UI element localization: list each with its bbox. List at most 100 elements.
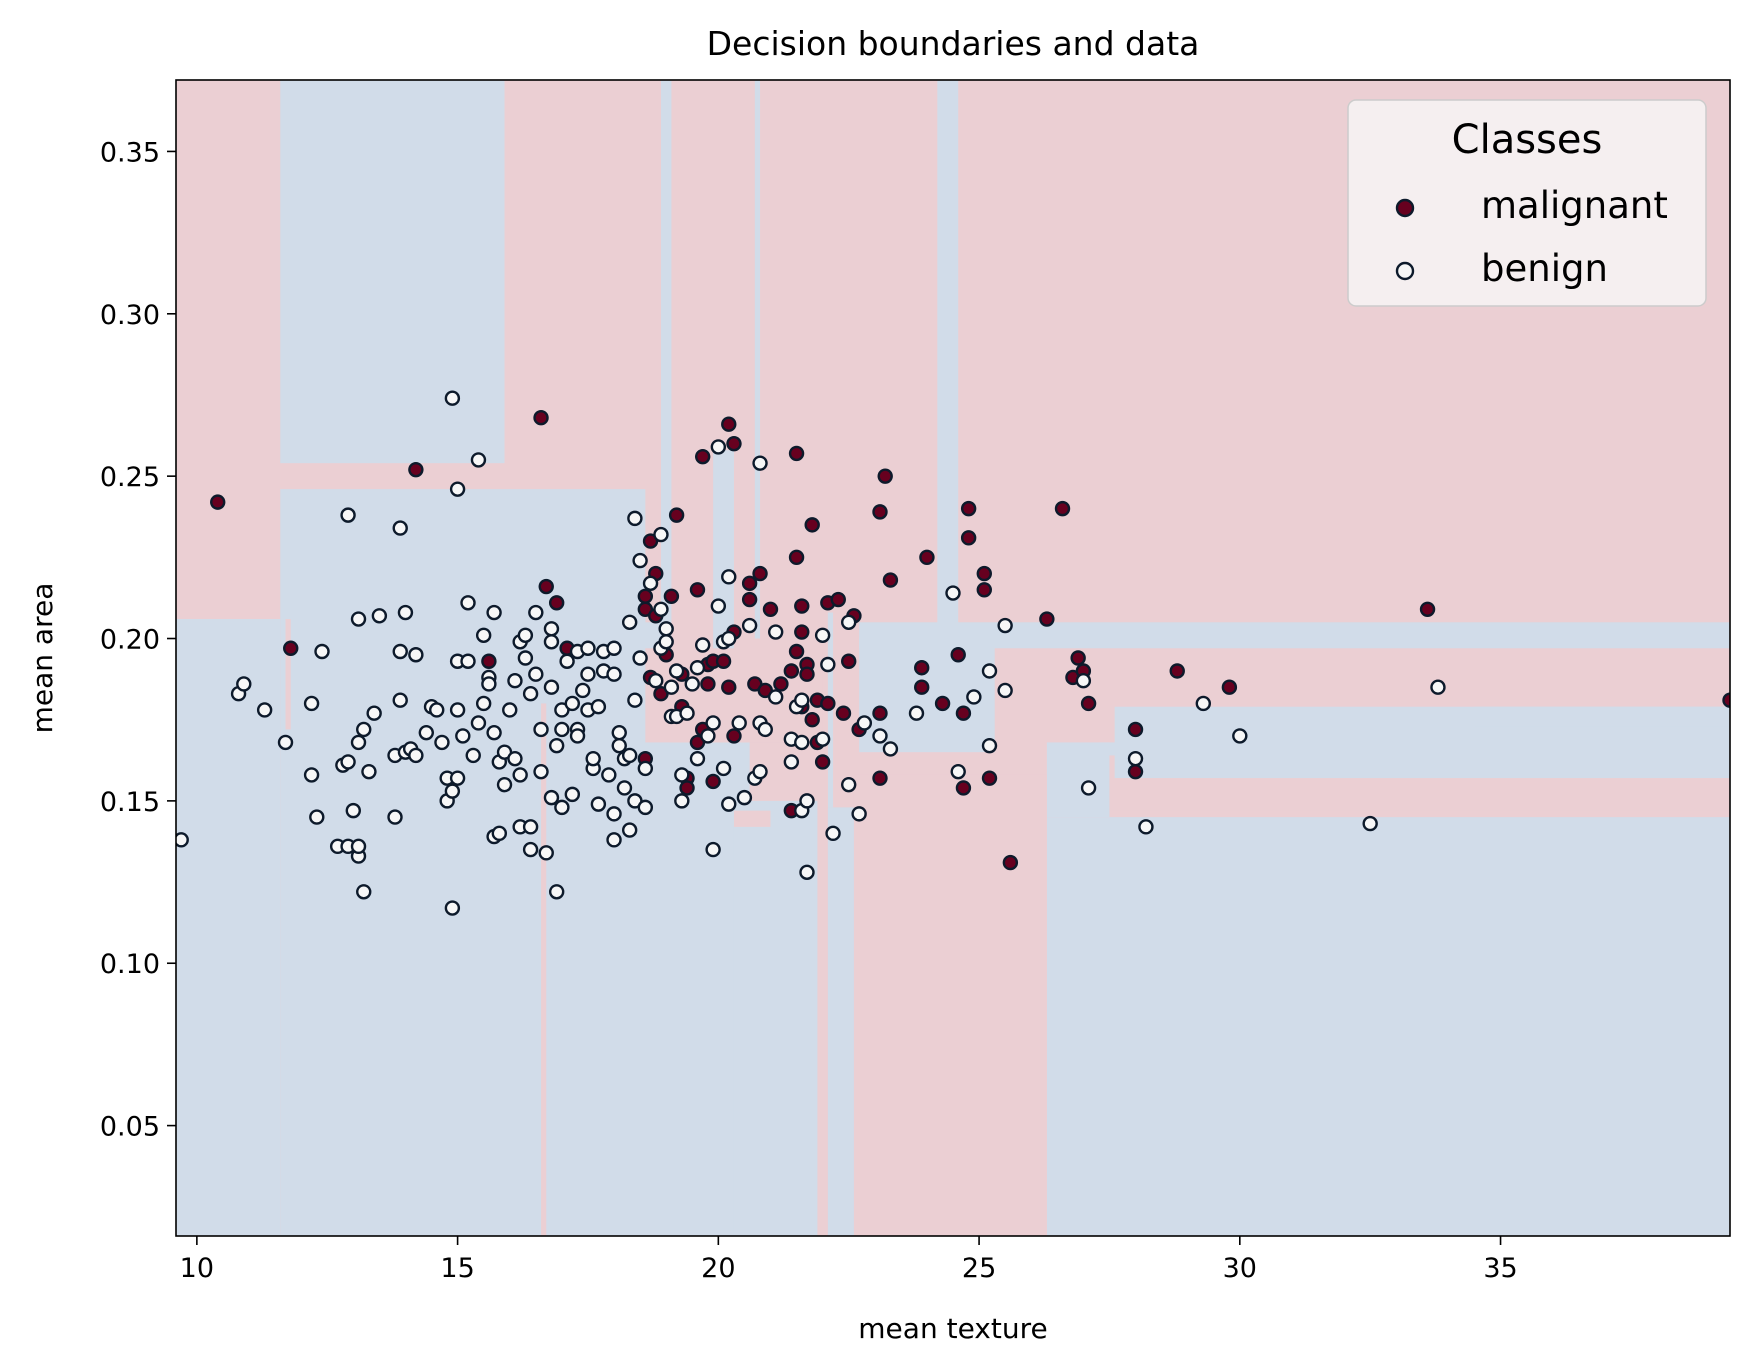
benign-point-154	[741, 617, 758, 634]
malignant-point-36	[741, 591, 758, 608]
benign-point-51	[470, 452, 487, 468]
malignant-point-91	[1419, 601, 1436, 617]
benign-point-54	[475, 695, 492, 712]
benign-point-15	[345, 802, 362, 819]
benign-point-138	[684, 676, 700, 692]
x-tick-label-0: 10	[180, 1253, 214, 1284]
y-tick-label-6: 0.35	[100, 137, 160, 168]
x-tick-label-5: 35	[1483, 1253, 1517, 1284]
chart-title: Decision boundaries and data	[707, 24, 1200, 63]
benign-point-18	[350, 838, 367, 855]
benign-point-48	[460, 653, 476, 669]
benign-point-122	[637, 799, 654, 816]
benign-point-57	[486, 724, 502, 741]
benign-point-114	[621, 822, 638, 838]
benign-point-193	[1232, 728, 1248, 744]
benign-point-63	[496, 776, 513, 793]
benign-point-155	[752, 455, 768, 471]
benign-point-81	[543, 679, 560, 695]
benign-point-143	[705, 715, 721, 731]
malignant-point-10	[637, 588, 654, 605]
benign-point-41	[444, 783, 461, 799]
benign-region-14	[1046, 817, 1730, 1236]
benign-point-72	[522, 686, 539, 702]
decision-regions	[176, 80, 1730, 1236]
malignant-point-66	[877, 468, 893, 484]
benign-point-174	[841, 776, 857, 793]
benign-point-184	[981, 737, 998, 754]
malignant-point-47	[794, 598, 810, 614]
malignant-point-41	[762, 601, 779, 617]
benign-point-172	[820, 656, 836, 673]
benign-region-13	[937, 80, 959, 639]
malignant-point-6	[548, 595, 565, 611]
benign-point-141	[694, 637, 711, 653]
benign-point-53	[475, 627, 492, 643]
benign-point-120	[632, 650, 648, 666]
benign-point-27	[392, 643, 408, 660]
benign-region-2	[176, 619, 281, 1236]
benign-point-30	[397, 604, 414, 621]
malignant-point-53	[804, 711, 820, 728]
benign-point-42	[444, 900, 461, 916]
benign-point-129	[658, 621, 674, 637]
benign-region-6	[660, 80, 672, 743]
legend-marker-malignant	[1395, 198, 1415, 218]
malignant-point-59	[835, 705, 852, 721]
malignant-point-3	[481, 653, 497, 669]
benign-point-26	[392, 520, 408, 536]
benign-point-118	[621, 614, 638, 630]
benign-point-123	[637, 760, 654, 777]
benign-point-177	[856, 715, 873, 731]
benign-point-40	[444, 390, 461, 406]
benign-point-107	[606, 666, 622, 682]
malignant-region-22	[853, 774, 1047, 1236]
y-tick-label-0: 0.05	[100, 1112, 160, 1143]
malignant-point-56	[814, 754, 831, 770]
benign-point-153	[736, 789, 753, 806]
malignant-point-52	[804, 517, 820, 533]
benign-point-4	[277, 734, 294, 751]
benign-point-195	[1430, 679, 1446, 695]
malignant-point-1	[283, 640, 299, 656]
benign-point-12	[340, 754, 356, 770]
benign-point-139	[689, 660, 706, 676]
benign-point-21	[361, 763, 377, 780]
benign-point-149	[721, 569, 737, 585]
benign-point-100	[585, 750, 601, 767]
malignant-point-77	[976, 565, 992, 582]
benign-point-169	[799, 864, 815, 881]
benign-point-176	[851, 806, 867, 822]
legend-box	[1347, 99, 1707, 307]
malignant-point-17	[663, 588, 680, 605]
benign-point-178	[872, 728, 888, 744]
malignant-point-69	[919, 549, 935, 566]
benign-point-160	[767, 689, 784, 705]
benign-point-88	[554, 721, 570, 738]
benign-point-179	[882, 741, 899, 757]
benign-region-7	[754, 80, 761, 639]
benign-point-159	[757, 721, 773, 738]
malignant-point-68	[914, 660, 930, 676]
malignant-point-43	[783, 663, 800, 679]
malignant-point-58	[830, 591, 846, 608]
benign-point-2	[236, 676, 252, 692]
benign-point-74	[522, 819, 539, 835]
malignant-point-32	[726, 435, 742, 452]
benign-point-47	[455, 728, 471, 744]
benign-point-66	[507, 750, 523, 767]
benign-point-32	[408, 647, 424, 663]
benign-point-78	[533, 721, 549, 738]
malignant-point-87	[1127, 721, 1144, 738]
benign-point-8	[314, 643, 330, 660]
plot-frame	[175, 79, 1731, 1237]
benign-point-46	[449, 770, 466, 786]
benign-point-50	[465, 747, 481, 764]
malignant-point-73	[955, 705, 972, 721]
benign-point-80	[543, 634, 560, 650]
benign-point-34	[418, 724, 435, 741]
benign-point-102	[590, 699, 607, 715]
benign-point-168	[799, 793, 815, 809]
benign-point-136	[674, 793, 690, 809]
benign-point-133	[668, 663, 685, 679]
